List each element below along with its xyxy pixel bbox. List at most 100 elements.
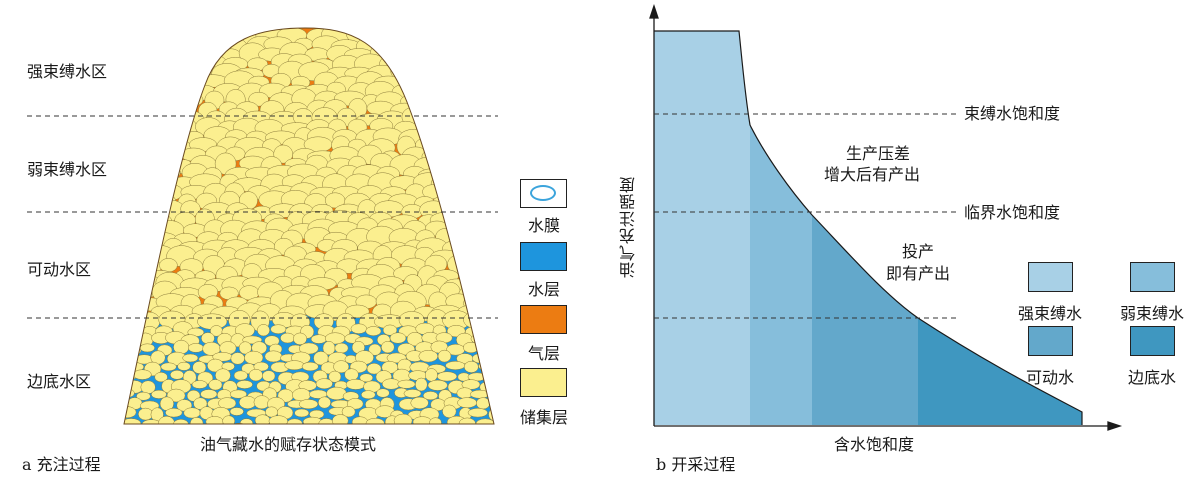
reservoir-grain xyxy=(332,414,349,424)
reservoir-grain xyxy=(125,63,157,84)
reservoir-grain xyxy=(418,350,439,363)
x-axis-arrow xyxy=(1107,421,1123,431)
reservoir-grain xyxy=(124,28,126,46)
reservoir-grain xyxy=(402,34,424,57)
reservoir-grain xyxy=(430,101,463,115)
region-strong-bound xyxy=(654,31,750,425)
reservoir-grain xyxy=(478,28,494,46)
reservoir-grain xyxy=(459,228,485,249)
zone-label-movable: 可动水区 xyxy=(27,260,92,279)
reservoir-grain xyxy=(124,35,145,53)
reservoir-grain xyxy=(422,54,452,77)
reservoir-grain xyxy=(127,99,159,119)
reservoir-grain xyxy=(465,76,487,90)
reservoir-grain xyxy=(480,82,494,101)
reservoir-grain xyxy=(134,36,162,53)
reservoir-grain xyxy=(151,389,167,399)
reservoir-grain xyxy=(464,129,490,146)
reservoir-grain xyxy=(443,199,466,219)
reservoir-grain xyxy=(139,426,152,439)
reservoir-grain xyxy=(124,344,127,357)
reservoir-grain xyxy=(467,149,494,164)
reservoir-grain xyxy=(419,73,446,88)
reservoir-grain xyxy=(244,350,264,365)
reservoir-grain xyxy=(124,250,136,267)
reservoir-grain xyxy=(169,64,201,81)
level-lines xyxy=(654,113,960,319)
reservoir-grain xyxy=(365,28,397,42)
reservoir-grain xyxy=(390,28,419,46)
reservoir-grain xyxy=(366,363,382,375)
reservoir-grain xyxy=(158,70,188,92)
reservoir-grain xyxy=(457,63,488,79)
reservoir-grain xyxy=(152,153,171,174)
reservoir-grain xyxy=(413,28,438,44)
reservoir-grain xyxy=(174,79,197,102)
reservoir-grain xyxy=(422,112,443,126)
reservoir-grain xyxy=(229,389,247,399)
reservoir-grain xyxy=(124,200,139,221)
annotation-2-line1: 投产 xyxy=(902,242,935,261)
reservoir-grain xyxy=(432,80,461,101)
reservoir-grain xyxy=(124,51,139,74)
reservoir-grain xyxy=(446,112,467,127)
reservoir-grain xyxy=(141,419,162,424)
reservoir-grain xyxy=(422,127,447,148)
reservoir-grain xyxy=(403,389,422,398)
reservoir-grain xyxy=(192,361,207,374)
reservoir-grain xyxy=(344,368,359,381)
reservoir-grain xyxy=(138,146,164,169)
reservoir-grain xyxy=(447,222,468,238)
zone-dividers xyxy=(27,115,498,319)
reservoir-grain xyxy=(124,397,126,407)
reservoir-grain xyxy=(328,370,342,383)
reservoir-grain xyxy=(124,128,141,145)
reservoir-grain xyxy=(481,157,494,176)
reservoir-grain xyxy=(293,332,307,345)
reservoir-grain xyxy=(154,149,185,163)
reservoir-grain xyxy=(298,342,319,355)
reservoir-grain xyxy=(387,47,416,64)
reservoir-grain xyxy=(456,139,489,152)
reservoir-grain xyxy=(139,343,155,353)
reservoir-grain xyxy=(136,74,167,92)
reservoir-grain xyxy=(453,194,482,213)
reservoir-grain xyxy=(489,255,494,277)
axes xyxy=(649,3,1123,431)
reservoir-grain xyxy=(351,416,369,424)
reservoir-grain xyxy=(177,361,191,371)
y-axis-label: 油气充注强度 xyxy=(619,176,638,278)
reservoir-grain xyxy=(419,100,438,122)
reservoir-grain xyxy=(167,45,199,64)
reservoir-grain xyxy=(315,378,333,390)
reservoir-grain xyxy=(137,165,163,179)
reservoir-grain xyxy=(222,415,236,424)
reservoir-grain xyxy=(128,116,156,139)
reservoir-grain xyxy=(376,388,390,398)
reservoir-mound xyxy=(123,27,495,439)
reservoir-grain xyxy=(137,217,158,237)
y-axis-arrow xyxy=(649,3,659,19)
reservoir-grain xyxy=(488,352,494,362)
reservoir-grain xyxy=(158,90,183,107)
region-edge-bottom xyxy=(918,318,1082,425)
reservoir-grain xyxy=(425,429,443,439)
reservoir-grain xyxy=(448,36,468,57)
reservoir-grain xyxy=(124,45,137,67)
reservoir-grain xyxy=(151,118,176,141)
reservoir-grain xyxy=(489,274,494,297)
reservoir-grain xyxy=(444,128,464,147)
reservoir-grain xyxy=(479,195,494,212)
reservoir-grain xyxy=(433,48,466,62)
reservoir-grain xyxy=(132,191,152,214)
reservoir-grain xyxy=(181,35,201,52)
reservoir-grain xyxy=(170,370,184,380)
reservoir-grain xyxy=(173,419,189,424)
reservoir-grain xyxy=(144,45,176,63)
reservoir-grain xyxy=(124,226,130,249)
reservoir-grain xyxy=(132,369,152,380)
reservoir-grain xyxy=(193,46,222,63)
reservoir-grain xyxy=(466,58,490,72)
reservoir-grain xyxy=(479,265,494,284)
reservoir-grain xyxy=(124,107,139,127)
